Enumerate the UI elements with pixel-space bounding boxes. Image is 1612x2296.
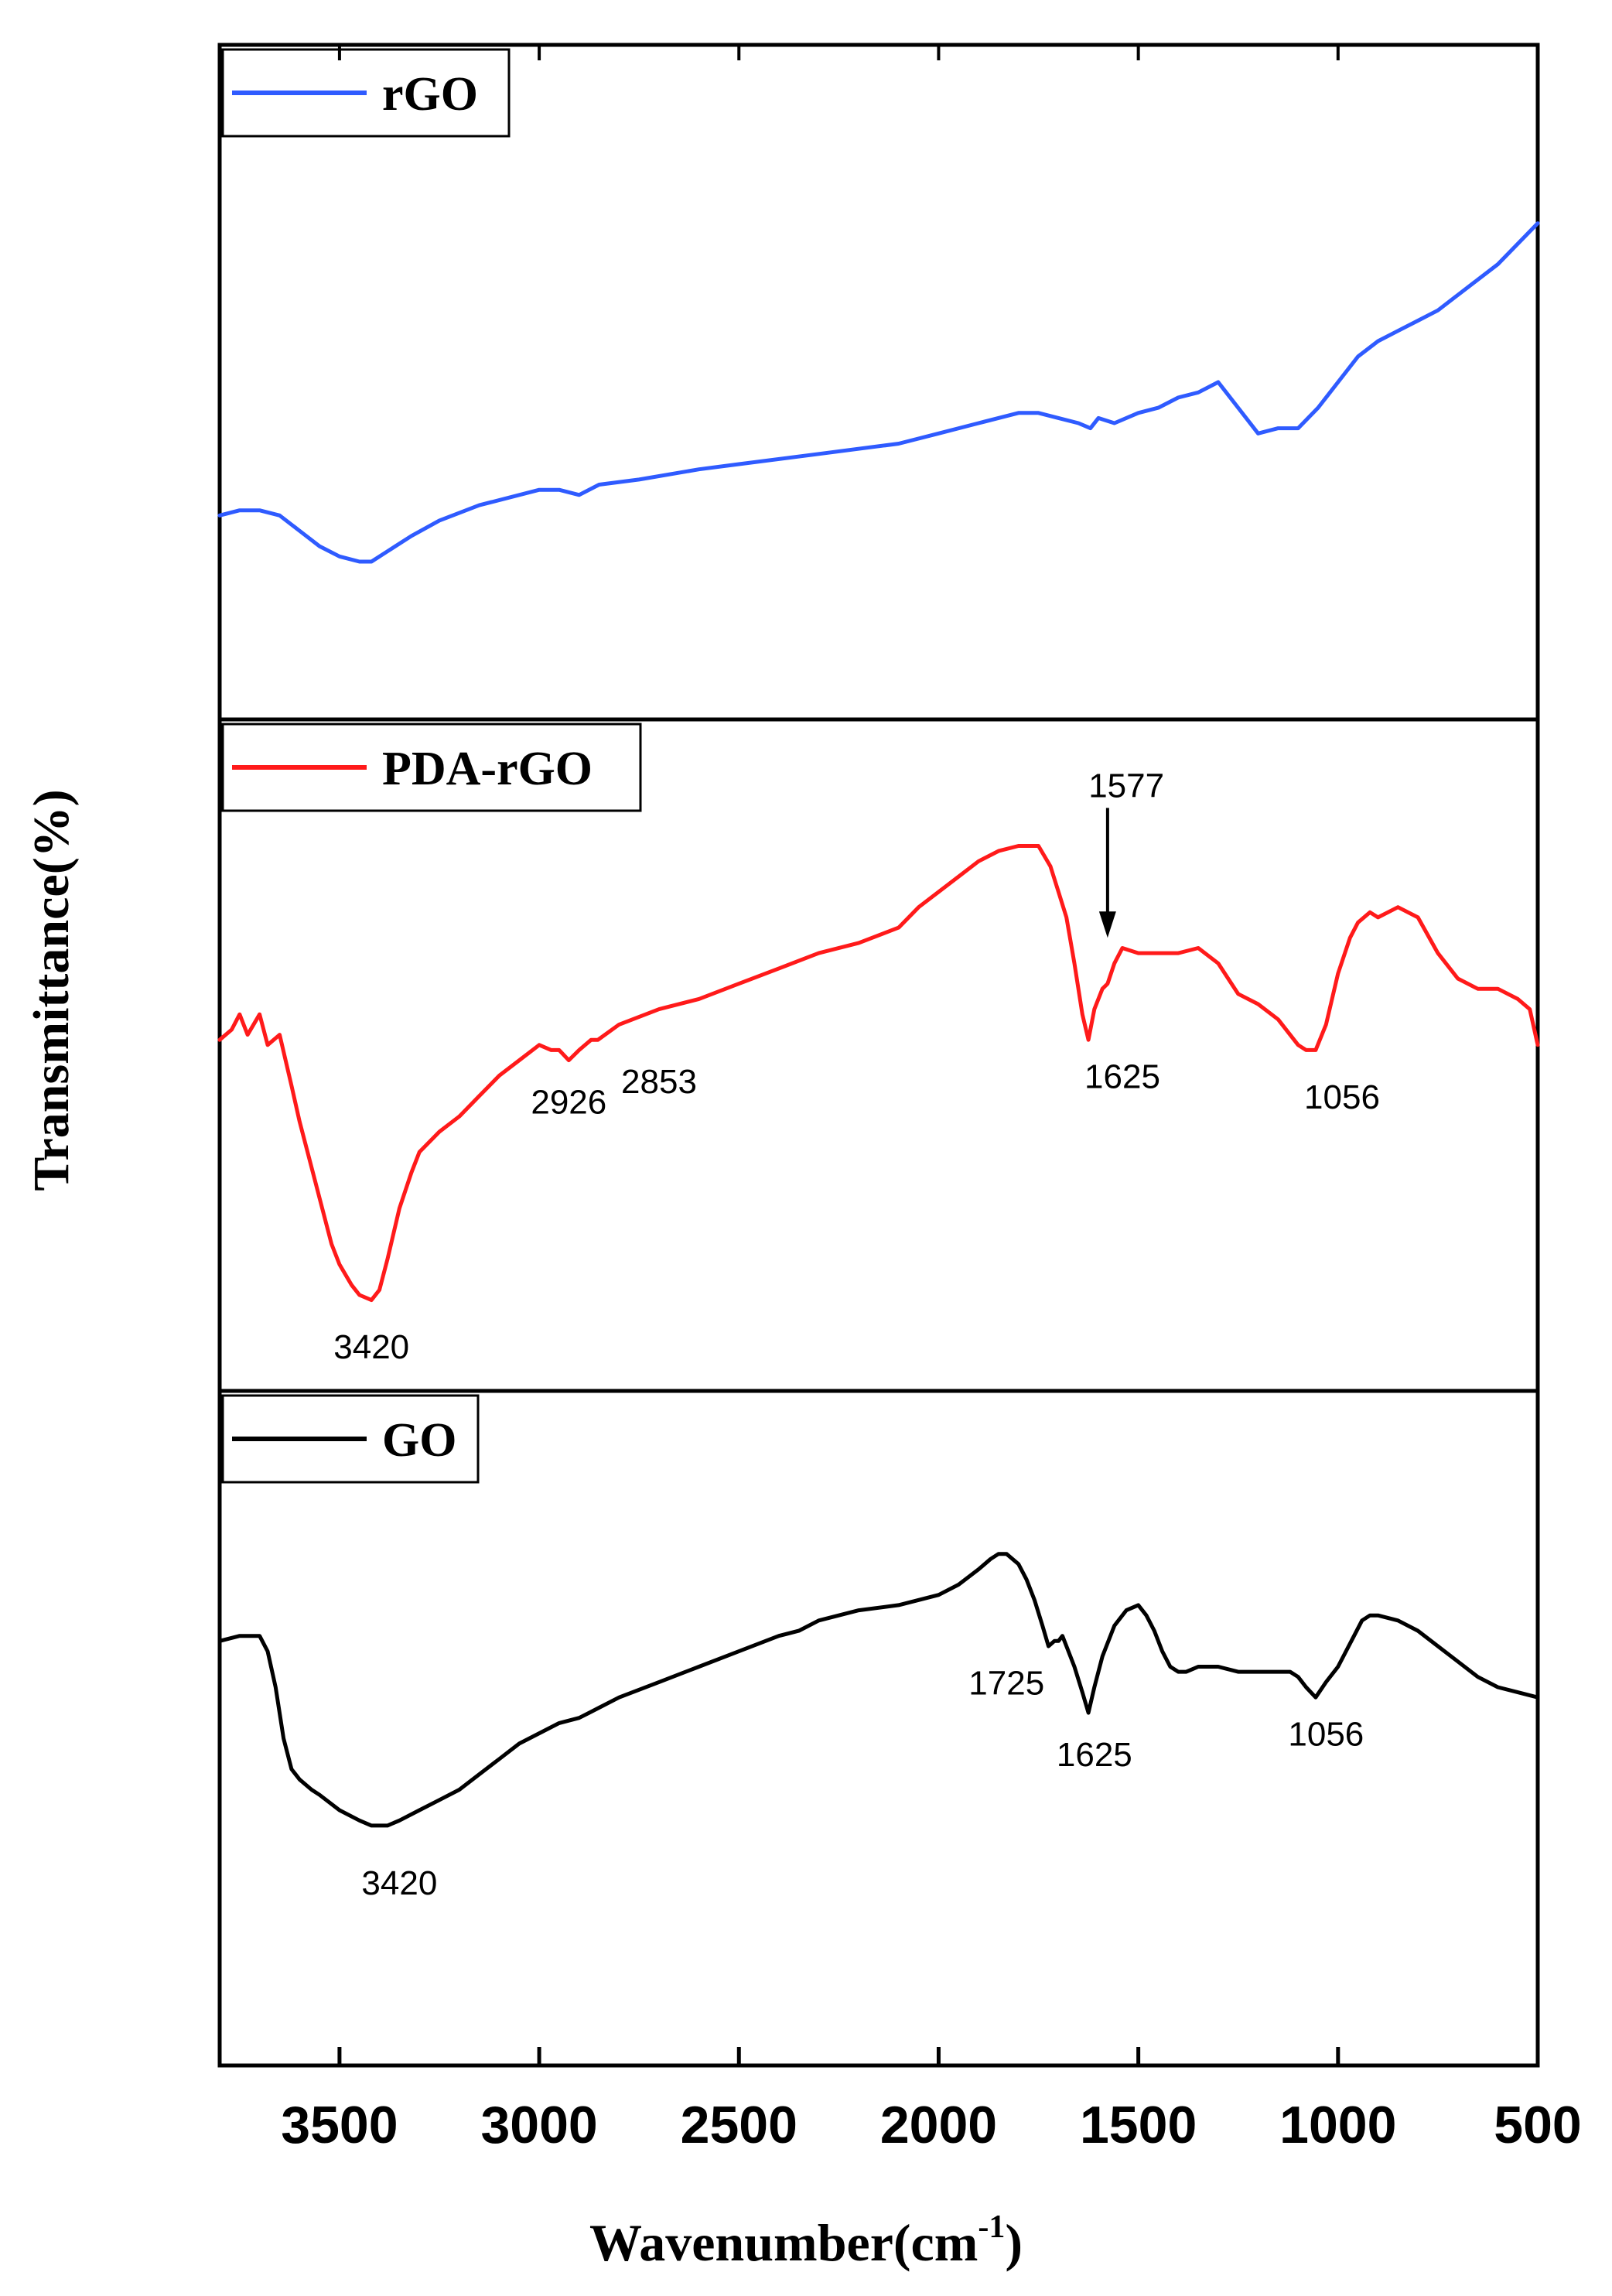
legend-label-PDA-rGO: PDA-rGO xyxy=(382,743,593,795)
legend-label-rGO: rGO xyxy=(382,68,478,121)
peak-label-GO-3420: 3420 xyxy=(361,1864,437,1902)
panel-GO: GO 3420 1725 1625 1056 xyxy=(217,1389,1540,2068)
peak-label-GO-1625: 1625 xyxy=(1057,1736,1132,1774)
x-tick-label-3000: 3000 xyxy=(480,2096,597,2154)
x-axis-label-main: Wavenumber(cm xyxy=(589,2213,978,2272)
peak-label-PDA-rGO-1056: 1056 xyxy=(1304,1078,1380,1116)
peak-label-GO-1725: 1725 xyxy=(968,1664,1044,1702)
x-tick-label-2500: 2500 xyxy=(681,2096,797,2154)
x-axis-label: Wavenumber(cm-1) xyxy=(589,2209,1023,2272)
series-line-rGO xyxy=(217,221,1540,564)
series-line-GO xyxy=(217,1552,1540,1828)
panel-frame-GO xyxy=(217,1389,1540,2068)
peak-label-PDA-rGO-1625: 1625 xyxy=(1084,1057,1160,1095)
x-axis-label-close: ) xyxy=(1005,2213,1023,2272)
annotation-arrow-head-1577 xyxy=(1098,911,1116,938)
x-tick-label-1000: 1000 xyxy=(1279,2096,1396,2154)
x-tick-label-500: 500 xyxy=(1494,2096,1581,2154)
peak-label-PDA-rGO-2926: 2926 xyxy=(531,1083,606,1121)
panel-PDA-rGO: PDA-rGO 3420 2926 2853 1577 1625 1056 xyxy=(217,717,1540,1393)
series-line-PDA-rGO xyxy=(217,844,1540,1303)
chart-panels: rGO PDA-rGO 3420 2926 2853 1577 1625 1056 GO 3420… xyxy=(217,43,1540,2068)
peak-label-PDA-rGO-1577: 1577 xyxy=(1088,767,1164,805)
x-tick-label-2000: 2000 xyxy=(880,2096,997,2154)
peak-label-PDA-rGO-2853: 2853 xyxy=(621,1063,697,1101)
x-tick-label-1500: 1500 xyxy=(1080,2096,1197,2154)
panel-frame-PDA-rGO xyxy=(217,717,1540,1393)
x-axis-label-superscript: -1 xyxy=(978,2209,1005,2245)
peak-label-GO-1056: 1056 xyxy=(1288,1716,1364,1754)
x-tick-label-3500: 3500 xyxy=(281,2096,398,2154)
y-axis-label: Transmittance(%) xyxy=(23,789,80,1191)
panel-rGO: rGO xyxy=(217,43,1540,722)
peak-label-PDA-rGO-3420: 3420 xyxy=(333,1328,409,1366)
legend-label-GO: GO xyxy=(382,1414,456,1467)
x-axis: 3500 3000 2500 2000 1500 1000 500 xyxy=(281,45,1582,2154)
